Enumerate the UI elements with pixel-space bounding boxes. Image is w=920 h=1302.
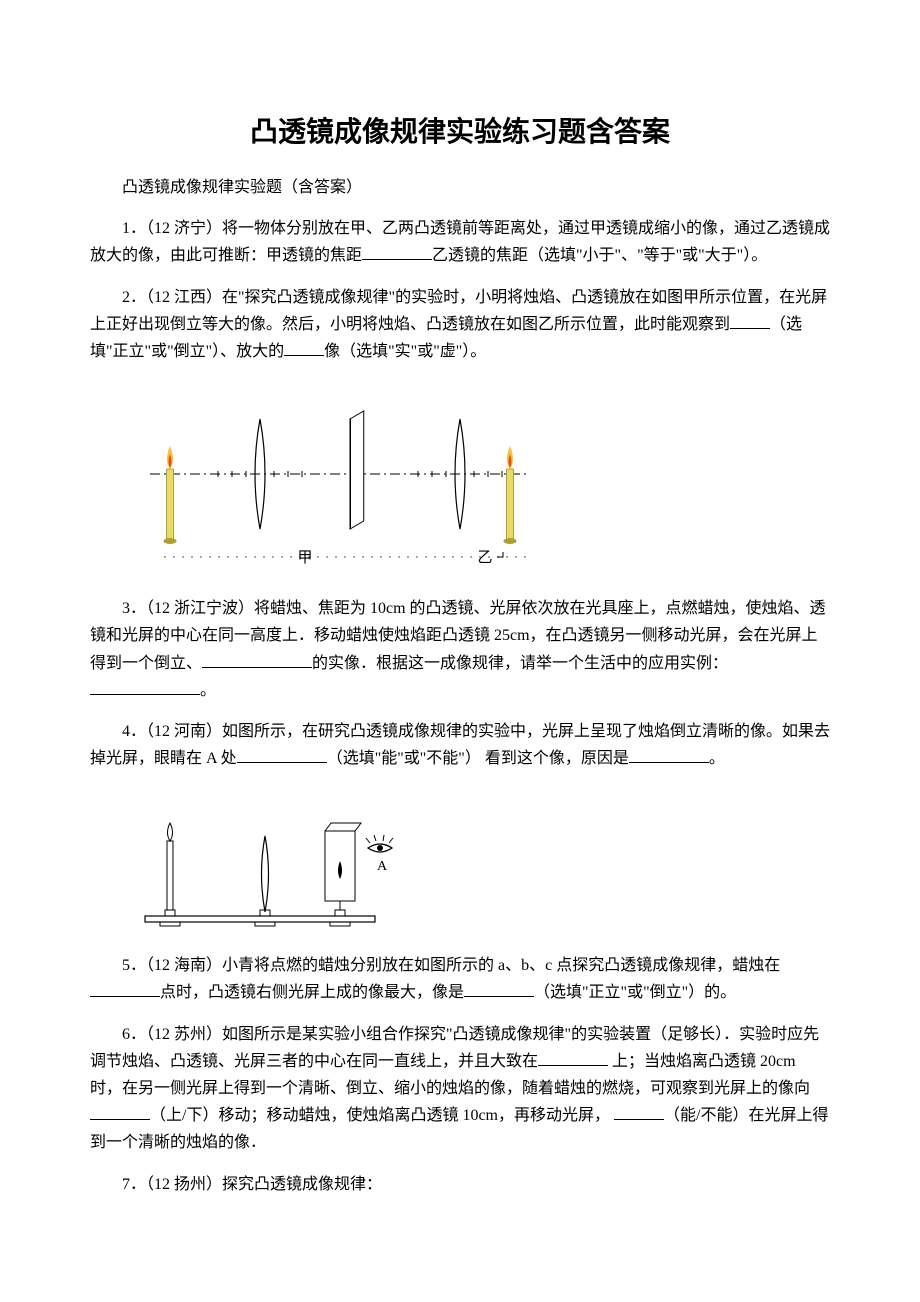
- q2-blank1: [730, 312, 770, 329]
- q3-c: 。: [200, 682, 216, 699]
- q5-c: （选填"正立"或"倒立"）的。: [534, 984, 736, 1001]
- q2-blank2: [284, 339, 324, 356]
- q5-blank1: [90, 980, 160, 997]
- q4-c: 。: [709, 750, 725, 767]
- question-3: 3．（12 浙江宁波）将蜡烛、焦距为 10cm 的凸透镜、光屏依次放在光具座上，…: [90, 595, 830, 704]
- q4-b: （选填"能"或"不能"） 看到这个像，原因是: [327, 750, 629, 767]
- q3-blank2: [90, 678, 200, 695]
- svg-text:甲: 甲: [297, 550, 312, 566]
- q6-blank3: [614, 1103, 664, 1120]
- q6-blank1: [538, 1049, 608, 1066]
- question-2: 2．（12 江西）在"探究凸透镜成像规律"的实验时，小明将烛焰、凸透镜放在如图甲…: [90, 284, 830, 366]
- question-1: 1．（12 济宁）将一物体分别放在甲、乙两凸透镜前等距离处，通过甲透镜成缩小的像…: [90, 215, 830, 269]
- page-title: 凸透镜成像规律实验练习题含答案: [90, 110, 830, 150]
- q4-diagram: A: [130, 786, 830, 936]
- q2-diagram: 甲乙: [130, 379, 830, 579]
- q6-c: （上/下）移动；移动蜡烛，使烛焰离凸透镜 10cm，再移动光屏，: [150, 1107, 614, 1124]
- q5-blank2: [464, 980, 534, 997]
- intro-line: 凸透镜成像规律实验题（含答案）: [90, 174, 830, 201]
- q6-blank2: [90, 1103, 150, 1120]
- q5-a: 5．（12 海南）小青将点燃的蜡烛分别放在如图所示的 a、b、c 点探究凸透镜成…: [122, 957, 780, 974]
- q1-b: 乙透镜的焦距（选填"小于"、"等于"或"大于"）。: [432, 247, 767, 264]
- q2-c: 像（选填"实"或"虚"）。: [324, 343, 486, 360]
- q2-a: 2．（12 江西）在"探究凸透镜成像规律"的实验时，小明将烛焰、凸透镜放在如图甲…: [90, 289, 827, 333]
- q5-b: 点时，凸透镜右侧光屏上成的像最大，像是: [160, 984, 464, 1001]
- svg-text:乙: 乙: [477, 550, 492, 566]
- question-6: 6．（12 苏州）如图所示是某实验小组合作探究"凸透镜成像规律"的实验装置（足够…: [90, 1021, 830, 1157]
- q4-blank2: [629, 746, 709, 763]
- q3-b: 的实像．根据这一成像规律，请举一个生活中的应用实例：: [312, 655, 728, 672]
- question-7: 7．（12 扬州）探究凸透镜成像规律：: [90, 1171, 830, 1198]
- svg-text:A: A: [377, 859, 388, 874]
- q1-blank: [362, 243, 432, 260]
- q3-blank1: [202, 651, 312, 668]
- q4-blank1: [237, 746, 327, 763]
- question-4: 4．（12 河南）如图所示，在研究凸透镜成像规律的实验中，光屏上呈现了烛焰倒立清…: [90, 718, 830, 772]
- question-5: 5．（12 海南）小青将点燃的蜡烛分别放在如图所示的 a、b、c 点探究凸透镜成…: [90, 952, 830, 1006]
